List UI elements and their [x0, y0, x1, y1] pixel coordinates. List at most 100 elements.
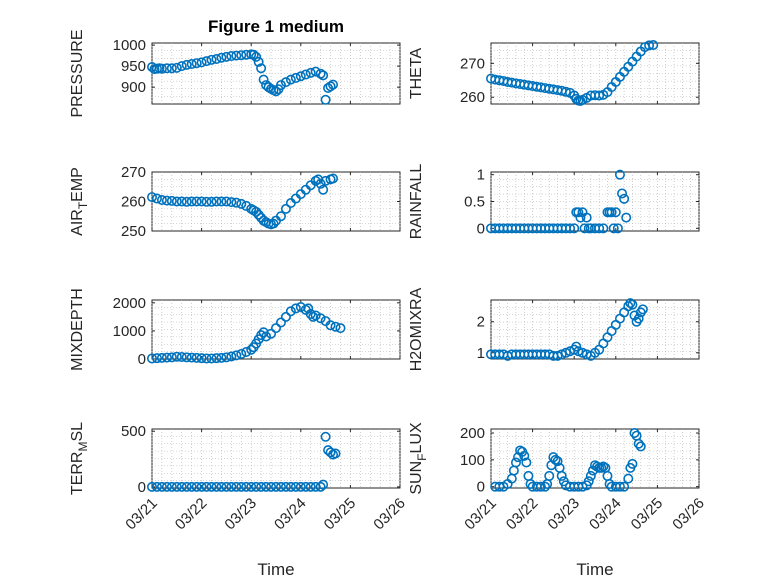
- data-point: [221, 51, 232, 62]
- data-point: [221, 196, 232, 207]
- data-point: [644, 40, 655, 51]
- data-point: [612, 223, 623, 234]
- data-point: [604, 478, 615, 489]
- data-point: [186, 196, 197, 207]
- y-tick-label: 200: [460, 425, 485, 442]
- data-point: [201, 353, 212, 364]
- data-point: [147, 481, 158, 492]
- data-point: [181, 196, 192, 207]
- data-point: [280, 203, 291, 214]
- y-tick-label: 950: [121, 58, 146, 75]
- x-tick-label: 03/21: [122, 495, 161, 534]
- data-series: [147, 302, 346, 364]
- x-tick-label: 03/25: [628, 495, 667, 534]
- data-point: [147, 192, 158, 203]
- data-point: [330, 321, 341, 332]
- x-tick-label: 03/24: [271, 495, 310, 534]
- data-point: [606, 207, 617, 218]
- y-tick-label: 260: [460, 89, 485, 106]
- data-point: [176, 481, 187, 492]
- grid: [490, 43, 700, 104]
- data-point: [560, 86, 571, 97]
- data-point: [579, 223, 590, 234]
- data-point: [619, 193, 630, 204]
- y-axis-label-main: PRESSURE: [69, 29, 86, 117]
- data-point: [186, 59, 197, 70]
- data-point: [569, 223, 580, 234]
- data-point: [633, 438, 644, 449]
- data-point: [216, 481, 227, 492]
- grid: [490, 300, 700, 359]
- data-point: [191, 481, 202, 492]
- y-axis-label: RAINFALL: [408, 164, 425, 240]
- grid: [490, 172, 700, 231]
- data-series: [147, 431, 341, 492]
- data-point: [637, 304, 648, 315]
- y-tick-label: 1000: [113, 323, 146, 340]
- data-point: [335, 323, 346, 334]
- data-point: [246, 344, 257, 355]
- y-axis-label-subscript: T: [76, 201, 90, 209]
- y-axis-label: TERRMSL: [69, 422, 90, 495]
- data-point: [253, 209, 264, 220]
- data-point: [256, 330, 267, 341]
- data-point: [256, 481, 267, 492]
- data-point: [226, 197, 237, 208]
- data-point: [290, 481, 301, 492]
- y-axis-label-main: SUN: [408, 461, 425, 495]
- y-tick-label: 0: [477, 479, 485, 496]
- data-point: [156, 195, 167, 206]
- data-point: [300, 481, 311, 492]
- data-point: [275, 317, 286, 328]
- y-tick-label: 2: [477, 314, 485, 331]
- data-point: [166, 481, 177, 492]
- data-point: [196, 481, 207, 492]
- subplot-8: 03/21 03/22 03/23 03/24 03/25 03/26 200 100 0 SUN…: [408, 422, 708, 579]
- data-point: [614, 169, 625, 180]
- data-point: [151, 353, 162, 364]
- data-point: [171, 351, 182, 362]
- data-point: [201, 196, 212, 207]
- data-series: [490, 428, 646, 492]
- data-point: [275, 481, 286, 492]
- data-point: [191, 196, 202, 207]
- data-point: [251, 481, 262, 492]
- data-series: [485, 298, 648, 361]
- data-point: [305, 481, 316, 492]
- data-point: [181, 59, 192, 70]
- y-tick-label: 260: [121, 194, 146, 211]
- data-point: [151, 481, 162, 492]
- subplot-2: 270 260 THETA: [408, 40, 700, 106]
- data-point: [236, 50, 247, 61]
- x-tick-label: 03/25: [321, 495, 360, 534]
- data-point: [241, 346, 252, 357]
- y-tick-label: 2000: [113, 295, 146, 312]
- data-point: [571, 341, 582, 352]
- data-point: [248, 49, 259, 60]
- data-point: [583, 476, 594, 487]
- data-point: [585, 470, 596, 481]
- data-point: [285, 481, 296, 492]
- data-point: [627, 458, 638, 469]
- y-tick-label: 270: [460, 55, 485, 72]
- data-point: [241, 481, 252, 492]
- data-point: [216, 352, 227, 363]
- data-point: [285, 74, 296, 85]
- data-point: [625, 298, 636, 309]
- data-point: [196, 353, 207, 364]
- data-point: [290, 72, 301, 83]
- y-axis-label-main: THETA: [408, 48, 425, 100]
- data-point: [241, 49, 252, 60]
- data-point: [147, 61, 158, 72]
- data-point: [231, 50, 242, 61]
- data-point: [226, 351, 237, 362]
- data-series: [147, 173, 339, 230]
- data-point: [211, 53, 222, 64]
- data-point: [328, 79, 339, 90]
- data-series: [147, 49, 339, 105]
- data-point: [552, 456, 563, 467]
- grid: [490, 429, 700, 488]
- data-point: [318, 479, 329, 490]
- data-point: [535, 481, 546, 492]
- data-point: [211, 481, 222, 492]
